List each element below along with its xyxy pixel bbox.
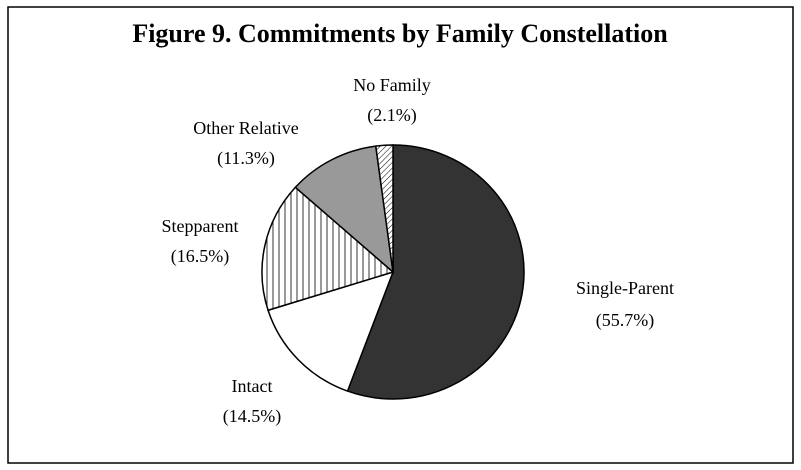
- pie-slice: [346, 144, 525, 400]
- slice-label: Stepparent: [162, 216, 239, 236]
- pie-slice: [261, 186, 395, 312]
- chart-title: Figure 9. Commitments by Family Constell…: [132, 19, 668, 48]
- pie: [261, 144, 525, 400]
- slice-label: Single-Parent: [576, 278, 674, 298]
- slice-value-label: (11.3%): [217, 148, 275, 169]
- slice-label: Other Relative: [193, 118, 298, 138]
- pie-slice: [267, 270, 395, 393]
- slice-value-label: (14.5%): [223, 406, 281, 427]
- pie-slice: [294, 145, 395, 274]
- slice-label: No Family: [353, 75, 431, 95]
- pie-slice: [374, 144, 394, 273]
- slice-label: Intact: [232, 376, 273, 396]
- slice-value-label: (55.7%): [596, 310, 654, 331]
- slice-value-label: (16.5%): [171, 246, 229, 267]
- slice-value-label: (2.1%): [367, 105, 416, 126]
